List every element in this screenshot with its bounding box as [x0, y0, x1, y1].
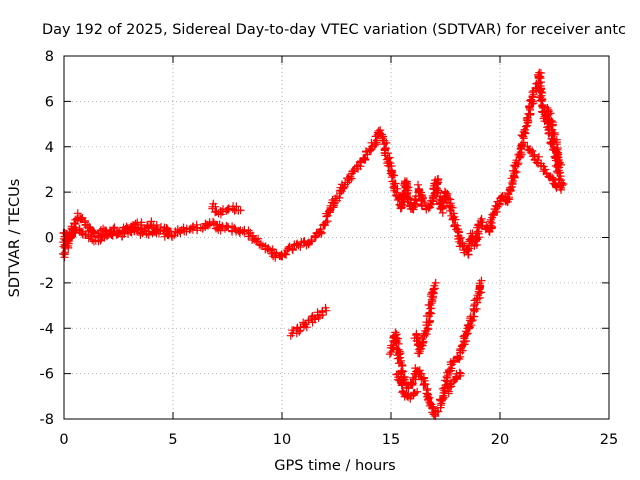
x-tick-label: 15	[382, 432, 400, 448]
data-point-marker	[379, 136, 394, 166]
data-point-marker	[391, 328, 405, 363]
data-point-marker	[551, 146, 564, 167]
data-point-marker	[477, 214, 487, 230]
data-point-marker	[473, 279, 486, 302]
y-tick-label: -2	[40, 276, 54, 292]
data-point-marker	[104, 227, 123, 240]
y-tick-label: 2	[45, 185, 54, 201]
data-point-marker	[355, 147, 374, 166]
plot-frame	[63, 55, 610, 420]
data-point-marker	[557, 160, 566, 169]
data-point-marker	[383, 159, 397, 180]
x-tick-label: 5	[168, 432, 177, 448]
data-point-marker	[208, 199, 221, 217]
y-tick-label: 0	[45, 231, 54, 247]
x-tick-label: 10	[273, 432, 291, 448]
data-point-marker	[209, 217, 224, 234]
data-point-marker	[321, 303, 330, 312]
data-point-marker	[164, 231, 173, 240]
y-axis-label: SDTVAR / TECUs	[7, 179, 23, 298]
data-point-marker	[416, 369, 430, 389]
data-point-marker	[175, 223, 191, 237]
y-tick-label: -4	[40, 321, 54, 337]
data-point-marker	[292, 322, 308, 336]
y-tick-label: 6	[45, 94, 54, 110]
data-point-marker	[422, 288, 437, 327]
data-point-marker	[432, 175, 447, 213]
data-point-marker	[547, 125, 562, 154]
data-point-marker	[454, 231, 467, 251]
data-point-marker	[431, 278, 440, 287]
data-point-marker	[214, 205, 227, 219]
data-point-marker	[338, 172, 356, 191]
data-point-marker	[429, 406, 443, 421]
data-point-marker	[456, 369, 465, 378]
data-series-sdtvar	[59, 68, 568, 421]
data-point-marker	[523, 142, 539, 161]
data-point-marker	[234, 225, 249, 237]
data-point-marker	[328, 183, 348, 207]
data-point-marker	[128, 224, 151, 239]
data-point-marker	[387, 171, 402, 201]
data-point-marker	[510, 150, 524, 175]
y-tick-label: -6	[40, 367, 54, 383]
y-tick-label: 8	[45, 49, 54, 65]
y-tick-label: -8	[40, 412, 54, 428]
data-point-marker	[446, 356, 459, 367]
data-point-marker	[536, 161, 551, 179]
data-point-marker	[236, 206, 245, 215]
data-point-marker	[477, 276, 486, 285]
data-point-marker	[428, 281, 439, 298]
grid-lines	[64, 56, 609, 419]
data-point-marker	[286, 326, 301, 340]
data-point-marker	[189, 220, 207, 235]
chart-title: Day 192 of 2025, Sidereal Day-to-day VTE…	[42, 22, 626, 38]
data-point-marker	[406, 389, 419, 403]
data-point-marker	[392, 369, 409, 398]
data-point-marker	[516, 131, 528, 160]
data-point-marker	[503, 183, 515, 206]
x-axis-label: GPS time / hours	[274, 458, 395, 474]
data-point-marker	[276, 249, 291, 261]
data-point-marker	[553, 168, 568, 188]
data-point-marker	[308, 308, 324, 324]
data-point-marker	[347, 158, 365, 178]
axis-ticks: 0 5 10 15 20 25 -8 -6 -4 -2 0 2 4 6 8	[40, 49, 619, 448]
y-tick-label: 4	[45, 140, 54, 156]
x-tick-label: 25	[600, 432, 618, 448]
data-point-marker	[523, 95, 538, 122]
data-point-marker	[316, 218, 330, 237]
data-point-marker	[557, 185, 566, 194]
data-point-marker	[413, 387, 422, 396]
data-point-marker	[251, 234, 267, 250]
x-tick-label: 20	[491, 432, 509, 448]
data-point-marker	[422, 384, 434, 404]
data-point-marker	[449, 212, 463, 237]
data-point-marker	[81, 230, 100, 246]
data-point-marker	[318, 306, 331, 319]
data-point-marker	[322, 198, 338, 226]
data-point-marker	[414, 180, 429, 210]
x-tick-label: 0	[59, 432, 68, 448]
data-point-marker	[94, 230, 111, 246]
